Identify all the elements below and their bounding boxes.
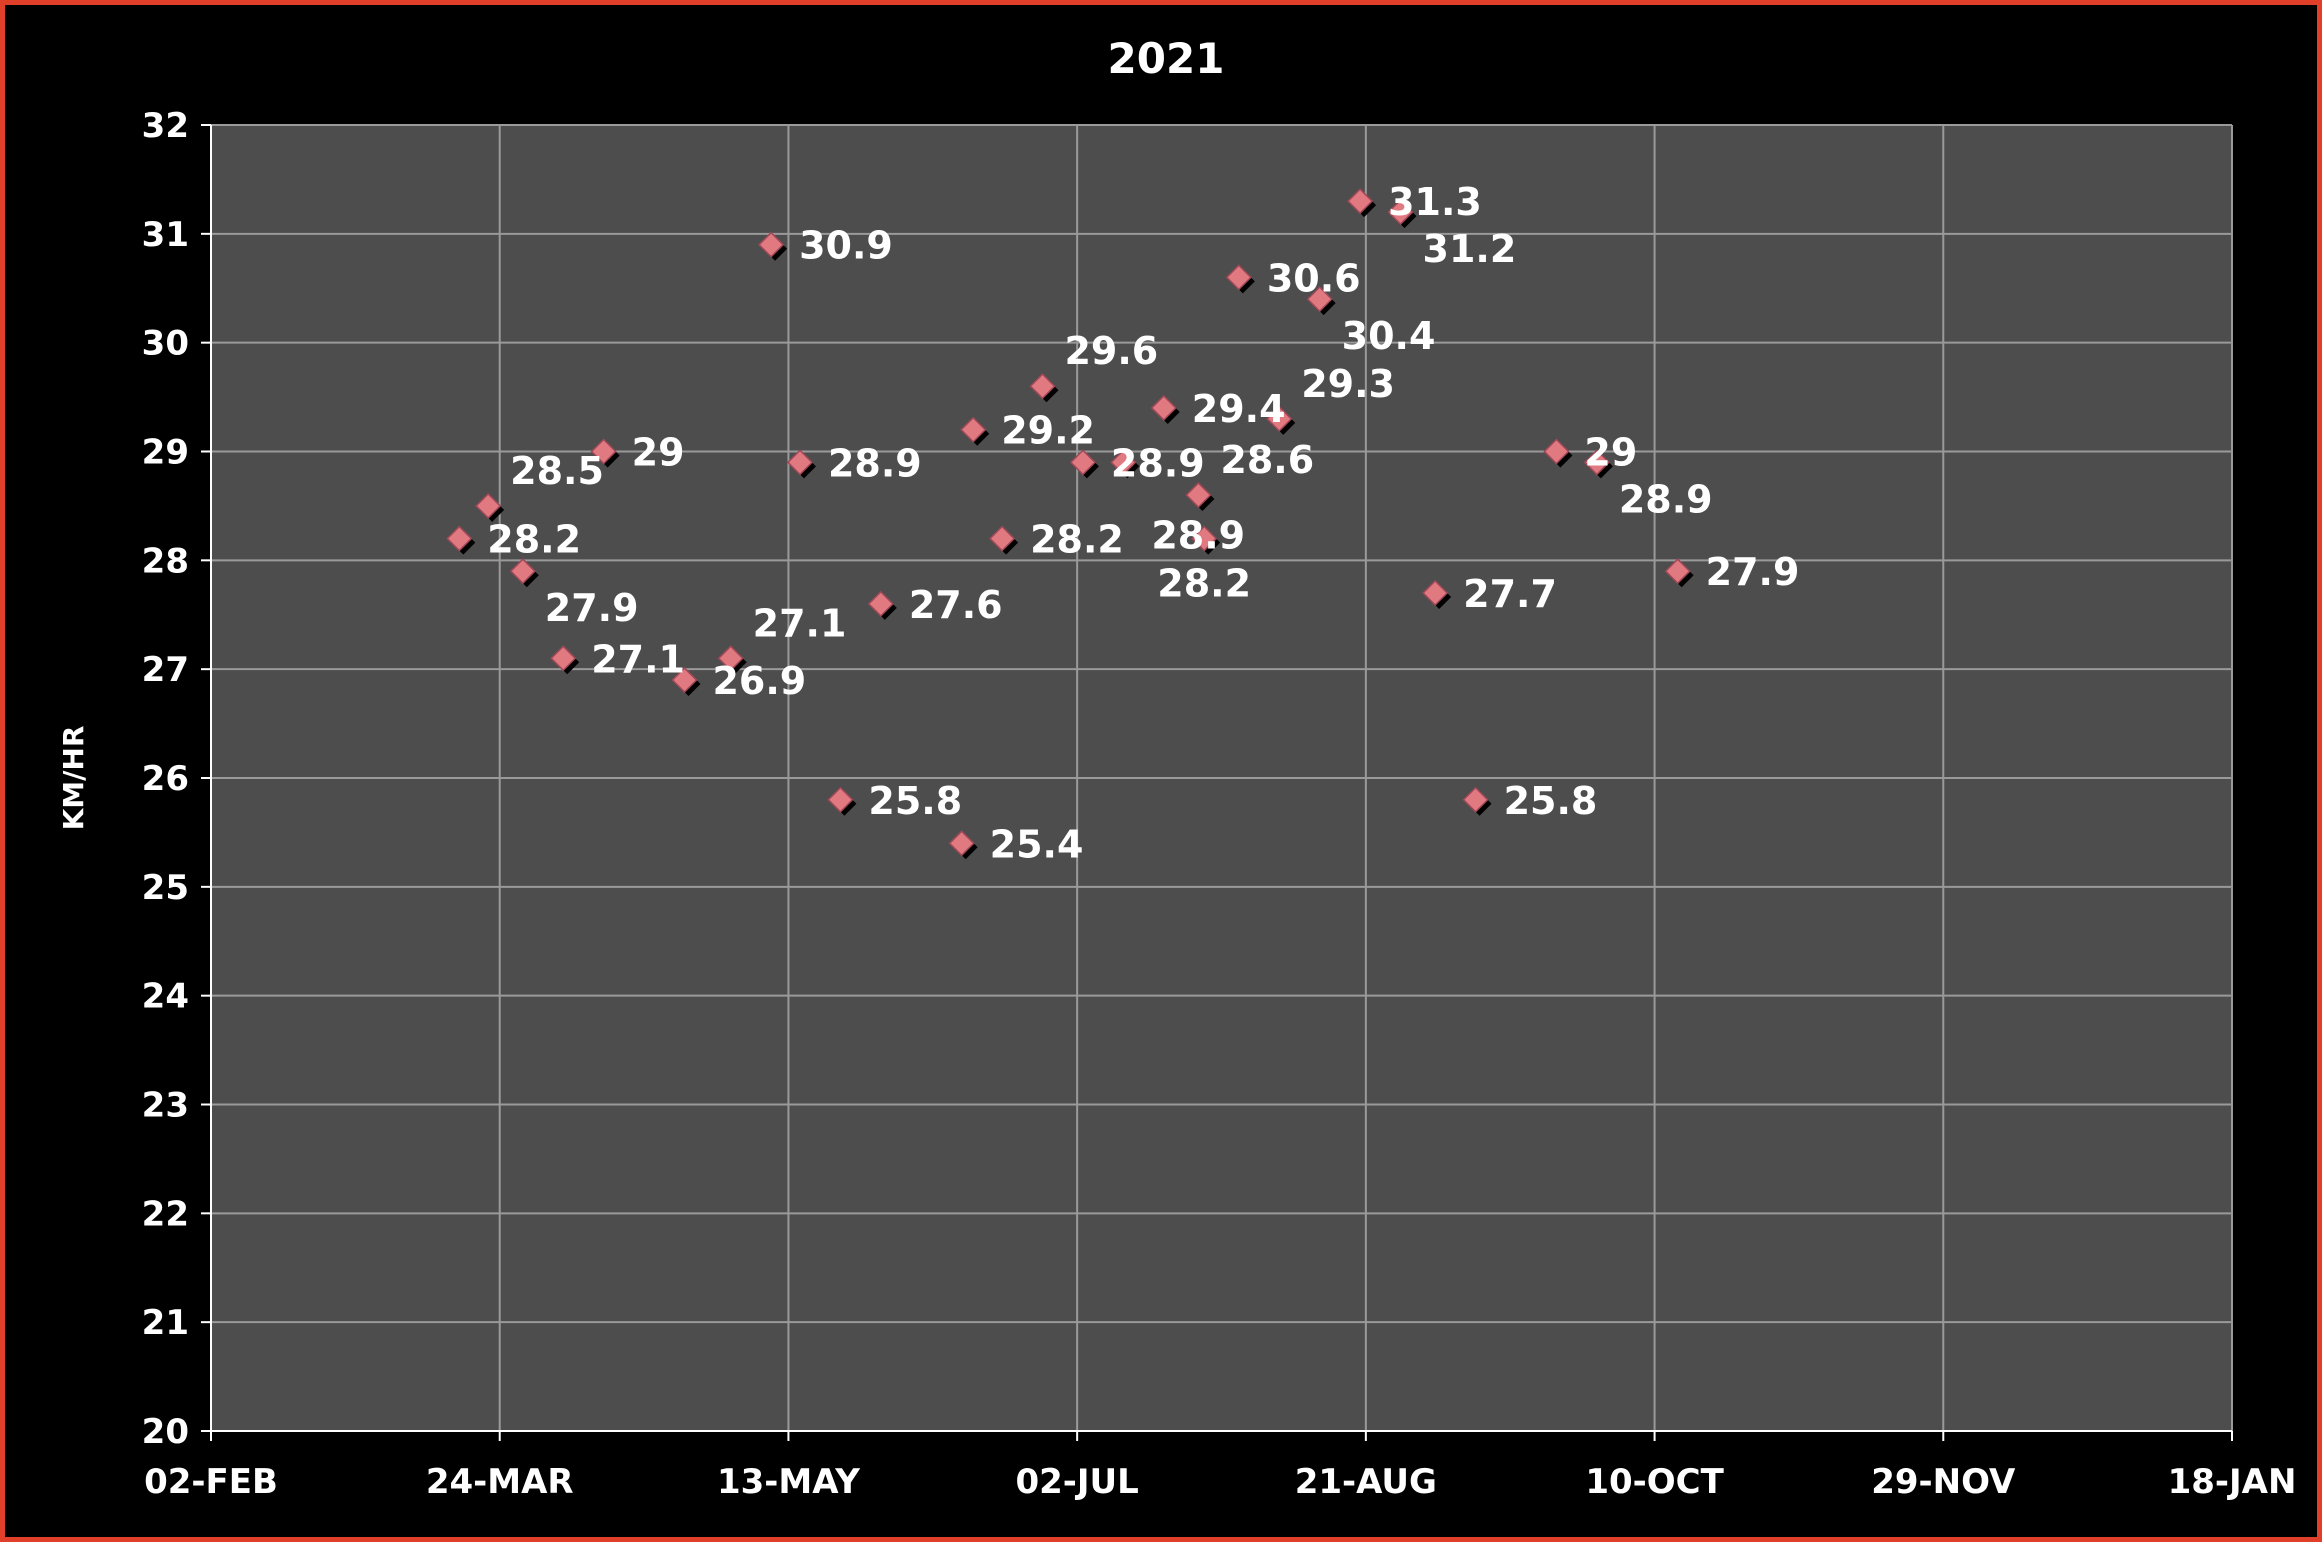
data-label: 29 [1584, 431, 1637, 475]
y-tick-label: 24 [142, 977, 189, 1017]
data-point [867, 590, 894, 617]
data-point [475, 492, 502, 519]
data-point [1462, 786, 1489, 813]
y-axis-label: KM/HR [57, 726, 90, 831]
data-label: 28.6 [1220, 438, 1314, 482]
data-point [1150, 394, 1177, 422]
data-label: 31.3 [1388, 180, 1482, 224]
data-point [446, 525, 473, 552]
data-label: 28.2 [1157, 562, 1251, 606]
data-label: 29.3 [1301, 362, 1395, 406]
data-point [1191, 525, 1218, 552]
y-tick-label: 23 [142, 1086, 189, 1126]
scatter-chart: 2021 KM/HR 2021222324252627282930313202-… [57, 34, 2297, 1502]
data-point [1583, 449, 1610, 476]
y-tick-label: 22 [142, 1194, 189, 1234]
data-point [1664, 558, 1691, 585]
data-label: 27.9 [1706, 550, 1800, 594]
data-point [1543, 438, 1570, 465]
data-point [1347, 188, 1374, 215]
data-point [827, 786, 854, 813]
data-point [786, 449, 814, 476]
y-tick-label: 21 [142, 1303, 189, 1343]
data-label: 28.2 [487, 518, 581, 562]
data-label: 28.9 [1619, 477, 1713, 521]
y-tick-label: 25 [142, 868, 189, 908]
data-point [1266, 405, 1293, 432]
data-label: 28.5 [510, 449, 604, 493]
y-tick-label: 32 [142, 106, 189, 146]
y-tick-label: 30 [142, 324, 189, 364]
data-label: 25.8 [1504, 779, 1598, 823]
data-point [590, 438, 617, 465]
x-tick-label: 13-MAY [717, 1462, 860, 1502]
x-tick-label: 02-FEB [144, 1462, 278, 1502]
data-label: 27.1 [591, 637, 685, 681]
data-point [1069, 449, 1096, 476]
y-tick-label: 27 [142, 650, 189, 690]
data-point [960, 416, 987, 443]
y-tick-label: 26 [142, 759, 189, 799]
data-point [509, 558, 536, 585]
data-label: 29.4 [1192, 387, 1286, 431]
data-label: 26.9 [712, 659, 806, 703]
data-label: 31.2 [1423, 227, 1517, 271]
data-label: 28.2 [1030, 518, 1124, 562]
data-label: 29 [632, 431, 685, 475]
data-point [1422, 579, 1449, 607]
data-label: 28.9 [1151, 513, 1245, 557]
y-tick-label: 20 [142, 1412, 189, 1452]
chart-title: 2021 [1108, 34, 1225, 83]
data-point [1306, 286, 1333, 313]
data-point [1387, 199, 1414, 226]
x-tick-label: 24-MAR [426, 1462, 574, 1502]
data-point [671, 666, 698, 694]
data-point [1225, 264, 1252, 291]
data-label: 30.6 [1267, 256, 1361, 300]
data-label: 28.9 [828, 441, 922, 485]
data-label: 25.4 [990, 822, 1084, 866]
data-label: 27.1 [753, 601, 847, 645]
data-point [717, 645, 744, 672]
x-tick-label: 02-JUL [1015, 1462, 1138, 1502]
data-label: 29.2 [1001, 409, 1095, 453]
data-label: 25.8 [868, 779, 962, 823]
x-tick-label: 18-JAN [2168, 1462, 2297, 1502]
x-tick-label: 10-OCT [1585, 1462, 1724, 1502]
data-label: 27.7 [1463, 572, 1557, 616]
data-point [550, 645, 577, 672]
data-point [758, 231, 785, 258]
data-label: 30.9 [799, 224, 893, 268]
data-point [989, 525, 1016, 552]
data-point [1185, 481, 1212, 509]
data-label: 27.6 [909, 583, 1003, 627]
x-tick-label: 21-AUG [1295, 1462, 1437, 1502]
data-point [1110, 449, 1137, 476]
y-tick-label: 28 [142, 541, 189, 581]
data-label: 29.6 [1064, 329, 1158, 373]
data-point [948, 830, 975, 857]
x-tick-label: 29-NOV [1871, 1462, 2016, 1502]
y-tick-label: 31 [142, 215, 189, 255]
data-label: 30.4 [1342, 314, 1436, 358]
data-label: 28.9 [1111, 441, 1205, 485]
data-label: 27.9 [545, 586, 639, 630]
y-tick-label: 29 [142, 433, 189, 473]
data-point [1029, 373, 1056, 400]
